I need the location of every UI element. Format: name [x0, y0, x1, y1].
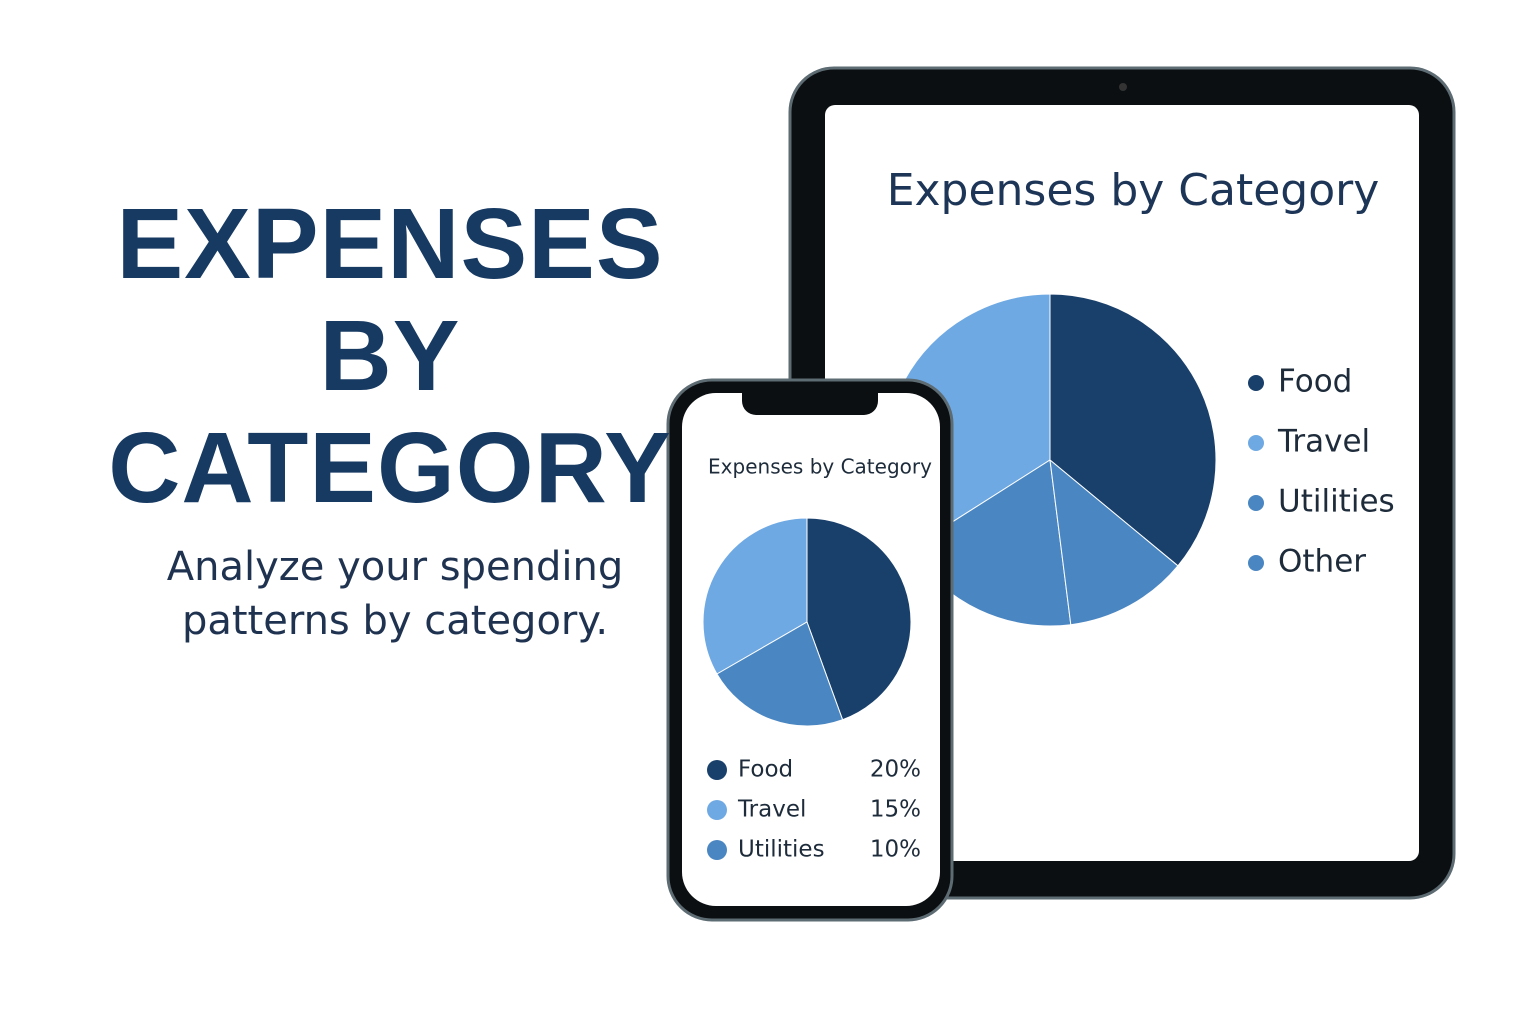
chart-title: Expenses by Category: [887, 165, 1380, 216]
phone-chart: Expenses by Category Food 20% Travel 15% Uti…: [702, 455, 932, 863]
legend-label: Travel: [1277, 424, 1370, 460]
legend-label: Utilities: [1278, 484, 1395, 520]
legend-swatch: [707, 760, 727, 780]
value-label: 20%: [870, 757, 921, 783]
legend-label: Food: [1278, 364, 1352, 400]
tablet-camera: [1119, 83, 1127, 91]
pie-slice: [1049, 293, 1217, 567]
legend-swatch: [707, 840, 727, 860]
legend-label: Other: [1278, 544, 1366, 580]
legend-label: Utilities: [738, 837, 825, 863]
legend-label: Food: [738, 757, 793, 783]
legend-swatch: [707, 800, 727, 820]
legend-swatch: [1248, 435, 1264, 451]
pie-slice: [702, 517, 808, 675]
pie-slice: [716, 621, 844, 727]
headline: EXPENSES BY CATEGORY: [108, 188, 672, 524]
legend-swatch: [1248, 495, 1264, 511]
chart-title: Expenses by Category: [708, 455, 932, 479]
subtitle: Analyze your spending patterns by catego…: [166, 544, 624, 644]
value-label: 15%: [870, 797, 921, 823]
pie-slice: [1049, 458, 1179, 626]
legend-label: Travel: [737, 797, 806, 823]
phone-notch: [742, 393, 878, 415]
legend-swatch: [1248, 555, 1264, 571]
value-label: 10%: [870, 837, 921, 863]
legend-swatch: [1248, 375, 1264, 391]
pie-slice: [806, 517, 912, 721]
